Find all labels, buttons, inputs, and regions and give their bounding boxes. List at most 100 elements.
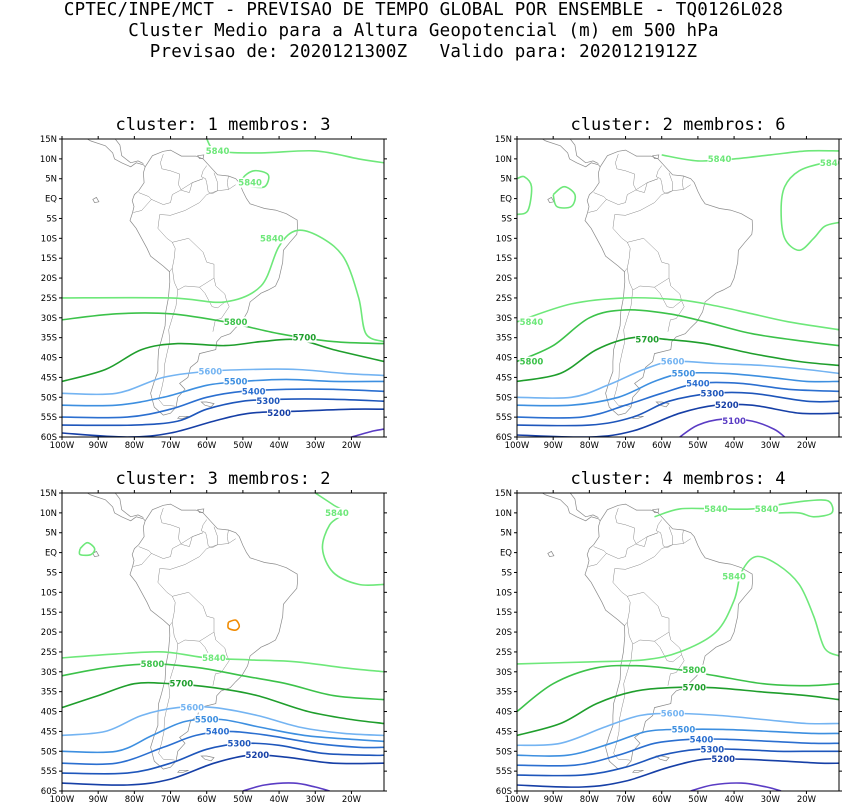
y-tick-label: 55S [41,767,57,777]
contour-5840 [78,541,96,557]
country-border [158,289,179,408]
cluster-panel-1: cluster: 1 membros: 3 5840 5840 5840 5800 570… [40,115,387,451]
contour-5840 [62,650,384,673]
x-tick-label: 50W [688,795,708,803]
panel-frame [61,492,385,792]
country-border [613,289,634,408]
x-tick-label: 60W [652,441,672,451]
contour-label-5200: 5200 [267,409,291,419]
central-america-coastline [86,493,146,522]
island-coastline [177,415,189,419]
y-tick-label: 45S [496,373,512,383]
y-tick-label: 15S [496,254,512,264]
country-border [199,278,227,309]
country-border [227,530,229,544]
contour-label-bg [245,750,270,761]
country-border [213,526,218,545]
country-border [615,508,659,547]
y-tick-label: 15N [40,135,57,145]
x-tick-label: 70W [161,795,181,803]
country-border [151,178,204,205]
contour-label-bg [700,388,725,399]
y-tick-label: 45S [41,727,57,737]
contour-label-5800: 5800 [141,660,165,670]
contour-label-bg [198,366,223,377]
island-coastline [200,755,215,762]
contour-5900 [227,619,241,631]
country-border [212,300,230,332]
country-border [588,546,607,567]
contour-label-bg [238,177,263,188]
island-coastline [632,769,644,773]
contour-label-5840: 5840 [520,318,544,328]
cluster-panel-3: cluster: 3 membros: 2 5840 5840 5800 5700 560… [40,469,387,803]
country-border [158,643,179,762]
country-border [159,184,236,216]
contour-label-5840: 5840 [325,509,349,519]
x-tick-label: 20W [342,795,362,803]
y-tick-label: 10S [41,588,57,598]
x-tick-label: 40W [724,795,744,803]
country-border [172,238,215,291]
country-border [200,519,218,549]
contour-5840 [314,493,384,587]
caribbean-coastline [114,139,144,164]
country-border [668,526,673,545]
contour-label-5700: 5700 [682,684,706,694]
x-tick-label: 40W [269,441,289,451]
y-tick-label: 30S [41,668,57,678]
y-tick-label: EQ [45,549,57,559]
y-tick-label: 10S [41,234,57,244]
x-tick-label: 90W [89,441,109,451]
contour-5200 [62,408,384,437]
y-tick-label: 50S [496,393,512,403]
contour-label-5600: 5600 [180,704,204,714]
y-tick-label: 15N [495,135,512,145]
panel-title: cluster: 2 membros: 6 [571,115,786,135]
caribbean-coastline [114,493,144,518]
contour-5800 [517,308,839,363]
y-tick-label: 50S [41,747,57,757]
x-tick-label: 40W [269,795,289,803]
contour-label-5100: 5100 [722,417,746,427]
y-tick-label: 5S [46,214,57,224]
contour-label-bg [722,571,747,582]
y-tick-label: 45S [41,373,57,383]
contour-5840 [206,139,384,164]
y-tick-label: 35S [496,334,512,344]
y-tick-label: 35S [496,688,512,698]
country-border [160,508,204,547]
y-tick-label: 60S [41,787,57,797]
x-tick-label: 80W [125,441,145,451]
contour-5840 [62,229,384,343]
south-america-coastline [584,149,753,416]
y-tick-label: 55S [496,767,512,777]
y-tick-label: 15S [496,608,512,618]
contour-label-bg [227,738,252,749]
contour-label-5500: 5500 [672,725,696,735]
contour-label-5400: 5400 [242,387,266,397]
y-tick-label: 5S [501,568,512,578]
contour-label-5840: 5840 [202,654,226,664]
panel-title: cluster: 1 membros: 3 [116,115,331,135]
y-tick-label: 20S [41,274,57,284]
x-tick-label: 100W [505,441,530,451]
y-tick-label: 15S [41,608,57,618]
contour-5100 [351,428,384,437]
panel-title: cluster: 3 membros: 2 [116,469,331,489]
y-tick-label: 60S [496,433,512,443]
contour-label-bg [201,652,226,663]
country-border [614,538,691,570]
x-tick-label: 50W [233,441,253,451]
chart-title-line-3: Previsao de: 2020121300Z Valido para: 20… [149,42,698,62]
y-tick-label: 30S [41,314,57,324]
contour-label-bg [223,316,248,327]
cluster-panel-4: cluster: 4 membros: 4 5840 5840 5840 5800 570… [495,469,842,803]
contour-5800 [517,664,839,713]
y-tick-label: 35S [41,688,57,698]
contour-label-5840: 5840 [755,505,779,515]
contour-label-5800: 5800 [520,358,544,368]
contour-label-bg [707,153,732,164]
y-tick-label: 35S [41,334,57,344]
y-tick-label: 50S [41,393,57,403]
